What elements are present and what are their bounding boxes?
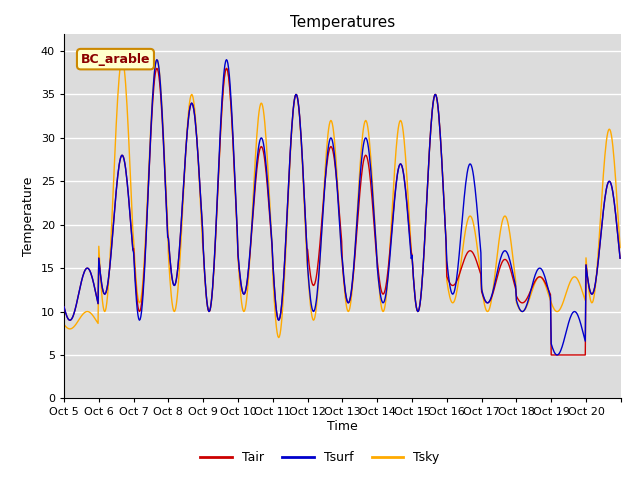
Tsky xyxy=(401,144,408,150)
Tair xyxy=(431,92,439,97)
Tair xyxy=(228,124,236,130)
Tsurf xyxy=(616,255,624,261)
Tsurf xyxy=(256,138,264,144)
Line: Tsky: Tsky xyxy=(64,60,620,337)
Tsurf xyxy=(60,304,68,310)
Tair xyxy=(277,310,285,315)
Text: BC_arable: BC_arable xyxy=(81,53,150,66)
Tair xyxy=(616,255,624,261)
Tsky xyxy=(125,147,133,153)
Tsurf xyxy=(431,92,439,97)
Tair xyxy=(256,146,264,152)
Tair xyxy=(400,174,408,180)
Tsurf xyxy=(400,175,408,180)
Tair xyxy=(125,203,133,208)
Tair xyxy=(547,352,555,358)
Tsky xyxy=(278,320,285,325)
X-axis label: Time: Time xyxy=(327,420,358,433)
Y-axis label: Temperature: Temperature xyxy=(22,176,35,256)
Line: Tair: Tair xyxy=(64,68,620,355)
Tsky xyxy=(256,104,264,110)
Tsky xyxy=(60,322,68,327)
Tsky xyxy=(275,335,282,340)
Legend: Tair, Tsurf, Tsky: Tair, Tsurf, Tsky xyxy=(195,446,445,469)
Tsurf xyxy=(223,57,230,62)
Tsky xyxy=(228,124,236,130)
Title: Temperatures: Temperatures xyxy=(290,15,395,30)
Tsky xyxy=(616,245,624,251)
Tsurf xyxy=(228,118,236,123)
Tsurf xyxy=(553,352,561,358)
Line: Tsurf: Tsurf xyxy=(64,60,620,355)
Tsky xyxy=(153,57,161,62)
Tsurf xyxy=(277,310,285,315)
Tsurf xyxy=(125,203,133,208)
Tair xyxy=(60,304,68,310)
Tsky xyxy=(432,92,440,98)
Tair xyxy=(153,65,161,71)
